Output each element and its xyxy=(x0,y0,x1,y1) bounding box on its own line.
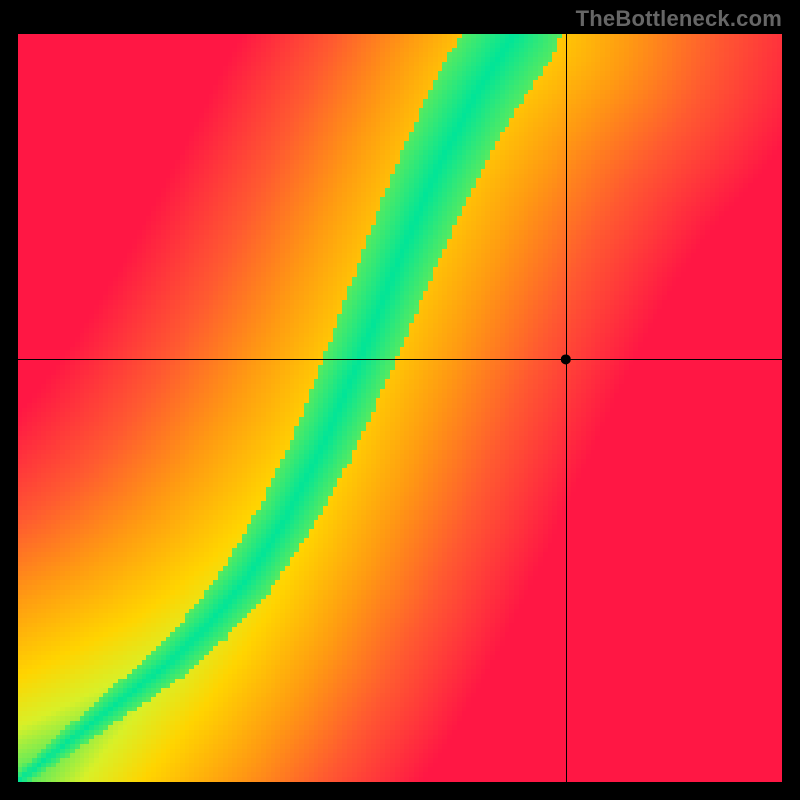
chart-frame: TheBottleneck.com xyxy=(0,0,800,800)
watermark-text: TheBottleneck.com xyxy=(576,6,782,32)
heatmap-canvas xyxy=(18,34,782,782)
